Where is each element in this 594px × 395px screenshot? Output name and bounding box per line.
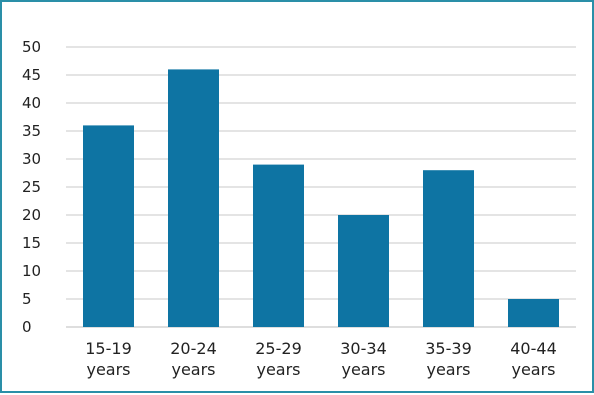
- x-category-label: 25-29 years: [255, 339, 302, 379]
- bar: [253, 164, 304, 327]
- x-axis-labels: 15-19 years 20-24 years 25-29 years 30-34 years…: [85, 339, 557, 379]
- y-tick-label: 25: [22, 178, 41, 196]
- bar: [338, 215, 389, 327]
- x-category-label: 40-44 years: [510, 339, 557, 379]
- bar: [168, 69, 219, 328]
- x-category-label: 30-34 years: [340, 339, 387, 379]
- gridlines: [66, 46, 576, 328]
- y-tick-label: 45: [22, 66, 41, 84]
- y-axis-ticks: 0 5 10 15 20 25 30 35 40 45 50: [22, 38, 41, 336]
- y-tick-label: 5: [22, 290, 32, 308]
- y-tick-label: 10: [22, 262, 41, 280]
- bar: [83, 125, 134, 328]
- y-tick-label: 20: [22, 206, 41, 224]
- y-tick-label: 30: [22, 150, 41, 168]
- bar: [508, 299, 559, 327]
- y-tick-label: 0: [22, 318, 32, 336]
- bar: [423, 170, 474, 327]
- x-category-label: 15-19 years: [85, 339, 132, 379]
- x-category-label: 20-24 years: [170, 339, 217, 379]
- y-tick-label: 35: [22, 122, 41, 140]
- x-category-label: 35-39 years: [425, 339, 472, 379]
- y-tick-label: 50: [22, 38, 41, 56]
- bars: [83, 69, 559, 328]
- y-tick-label: 15: [22, 234, 41, 252]
- y-tick-label: 40: [22, 94, 41, 112]
